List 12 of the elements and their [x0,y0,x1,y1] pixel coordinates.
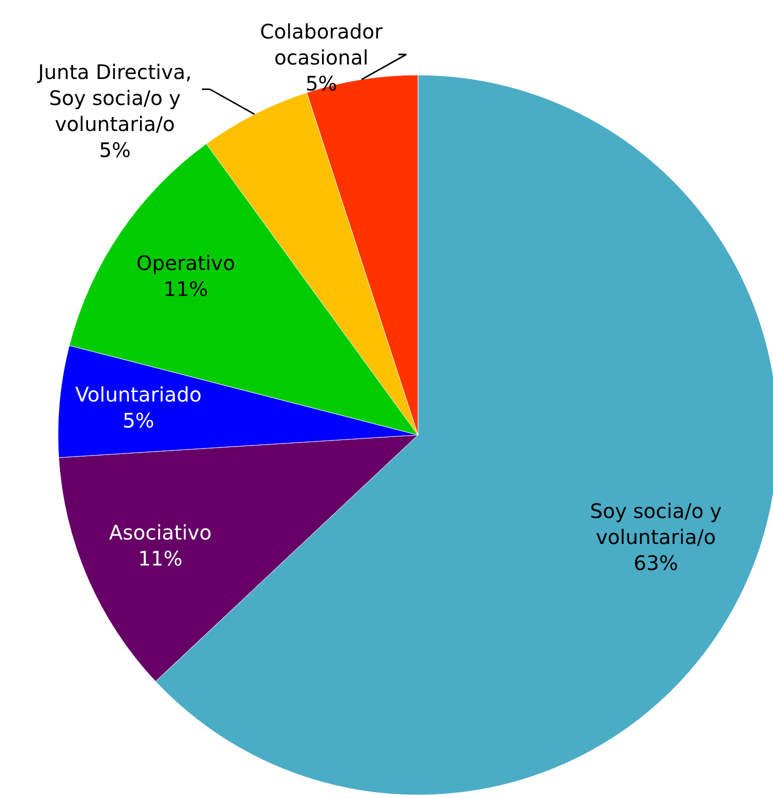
slice-label: Operativo [136,251,236,276]
data-label: 5% [305,71,338,96]
data-label: 11% [164,277,208,302]
slice-label: Soy socia/o y voluntaria/o [590,498,722,549]
data-label: 5% [99,138,131,162]
data-label: 5% [122,408,154,433]
slice-label: Voluntariado [75,382,202,407]
slice-label: Junta Directiva, Soy socia/o y voluntaria/o [36,60,192,136]
slice-label: Asociativo [108,520,212,545]
data-label: 11% [138,546,183,571]
slice-label: Colaborador ocasional [260,19,384,70]
data-label: 63% [634,550,678,575]
